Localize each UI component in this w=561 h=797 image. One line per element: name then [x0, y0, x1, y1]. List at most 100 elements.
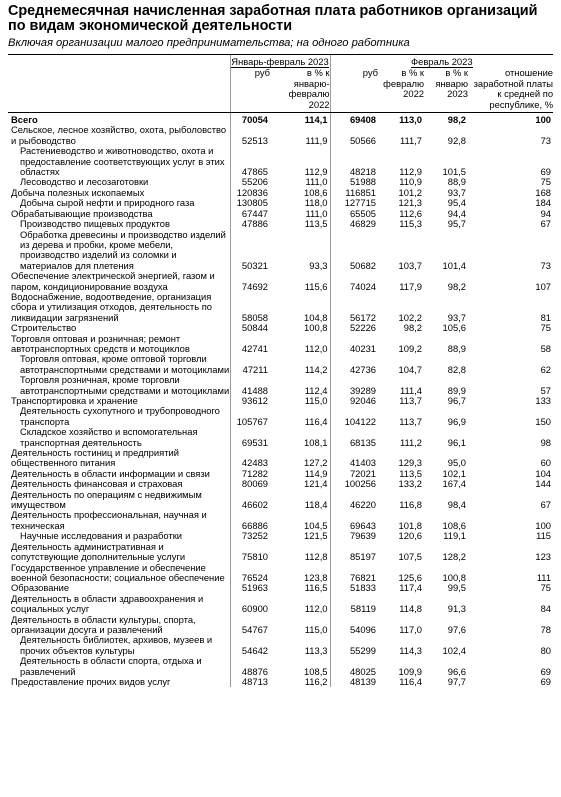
header-col-pct-jan-feb: в % к январю-февралю 2022 [270, 68, 331, 114]
row-value-ratio: 57 [540, 384, 552, 396]
row-value-ratio: 104 [535, 467, 552, 479]
table-row: Обеспечение электрической энергией, газо… [8, 270, 553, 292]
row-value-rub-1: 73252 [229, 530, 270, 542]
row-value-pct-jan: 93,7 [447, 186, 467, 198]
row-value-pct-jan-feb: 121,5 [304, 530, 328, 542]
row-value-rub-1: 60900 [229, 593, 270, 615]
row-value-rub-2: 69643 [329, 510, 379, 532]
row-value-pct-jan: 101,5 [442, 166, 467, 178]
table-row: Торговля розничная, кроме торговли автот… [8, 375, 553, 396]
row-value-pct-jan: 102,1 [442, 467, 467, 479]
table-row: Образование 51963 116,5 51833 117,4 99,5 75 [8, 582, 553, 594]
header-blank-2 [8, 68, 230, 114]
table-row: Растениеводство и животноводство, охота … [8, 146, 553, 178]
row-value-pct-feb: 129,3 [398, 457, 423, 469]
table-row: Складское хозяйство и вспомогательная тр… [8, 427, 553, 449]
row-value-pct-feb: 109,2 [398, 342, 423, 354]
row-value-rub-2: 48025 [329, 656, 379, 677]
row-value-rub-2: 56172 [329, 291, 379, 324]
row-value-pct-jan-feb: 100,8 [304, 322, 328, 334]
row-value-pct-feb: 116,8 [399, 499, 423, 511]
row-value-rub-1: 48876 [229, 656, 270, 677]
row-value-ratio: 98 [540, 436, 552, 448]
row-value-rub-1: 47865 [229, 146, 270, 178]
header-period-1-label: Январь-февраль 2023 [231, 56, 329, 68]
header-col-pct-feb: в % к февралю 2022 [378, 68, 425, 114]
row-value-pct-jan: 101,4 [442, 259, 467, 271]
row-value-pct-jan-feb: 116,4 [304, 415, 328, 427]
row-value-ratio: 73 [540, 134, 552, 146]
row-value-pct-jan: 93,7 [447, 311, 467, 323]
row-activity-name: Государственное управление и обеспечение… [11, 561, 225, 583]
row-value-ratio: 75 [540, 322, 552, 334]
row-value-pct-feb: 104,7 [398, 363, 423, 375]
row-value-pct-feb: 112,6 [399, 207, 423, 219]
row-value-pct-jan-feb: 123,8 [304, 571, 328, 583]
row-value-rub-1: 120836 [229, 187, 270, 199]
table-row: Лесоводство и лесозаготовки 55206 111,0 519… [8, 177, 553, 188]
header-blank [8, 54, 230, 69]
row-value-pct-jan: 96,6 [447, 665, 467, 677]
row-value-pct-jan: 99,5 [447, 582, 467, 594]
row-activity-name: Строительство [11, 322, 77, 334]
row-value-rub-1: 69531 [229, 427, 270, 449]
header-period-2: Февраль 2023 [329, 54, 554, 69]
row-value-rub-2: 65505 [329, 208, 379, 220]
row-value-pct-jan-feb: 113,3 [304, 644, 328, 656]
row-activity-name: Деятельность сухопутного и трубопроводно… [20, 405, 220, 427]
row-value-rub-2: 50682 [329, 229, 379, 272]
row-activity-name: Добыча полезных ископаемых [11, 186, 145, 198]
row-value-pct-jan-feb: 108,1 [304, 436, 328, 448]
row-value-pct-jan: 92,8 [447, 134, 467, 146]
row-value-ratio: 115 [536, 530, 552, 542]
row-value-ratio: 78 [540, 623, 552, 635]
row-value-rub-1: 55206 [229, 177, 270, 188]
row-value-pct-feb: 101,2 [398, 186, 423, 198]
row-value-rub-1: 51963 [229, 582, 270, 594]
row-value-pct-feb: 107,5 [398, 551, 423, 563]
row-activity-name: Добыча сырой нефти и природного газа [20, 197, 195, 209]
row-value-rub-2: 39289 [329, 375, 379, 396]
row-activity-name: Деятельность библиотек, архивов, музеев … [20, 634, 213, 656]
row-value-pct-jan-feb: 121,4 [304, 478, 328, 490]
row-activity-name: Производство пищевых продуктов [20, 218, 170, 230]
row-value-rub-1: 66886 [229, 510, 270, 532]
row-activity-name: Обеспечение электрической энергией, газо… [11, 270, 215, 292]
row-value-rub-2: 46829 [329, 218, 379, 230]
row-value-pct-jan: 96,9 [447, 415, 467, 427]
row-value-pct-jan-feb: 115,0 [304, 623, 328, 635]
row-value-pct-jan: 119,1 [443, 530, 467, 542]
row-value-rub-1: 46602 [229, 489, 270, 511]
row-value-pct-feb: 117,0 [399, 623, 423, 635]
row-activity-name: Водоснабжение, водоотведение, организаци… [11, 290, 212, 323]
row-value-pct-feb: 113,7 [399, 415, 423, 427]
table-header: Январь-февраль 2023 Февраль 2023 руб в %… [8, 54, 554, 114]
row-value-rub-2: 104122 [329, 406, 379, 428]
header-col-pct-jan: в % к январю 2023 [424, 68, 469, 114]
table-row: Деятельность по операциям с недвижимым и… [8, 488, 553, 511]
row-value-pct-jan: 98,2 [447, 114, 467, 126]
table-row: Обрабатывающие производства 67447 111,0 655… [8, 207, 553, 220]
row-value-rub-2: 42736 [329, 354, 379, 376]
row-activity-name: Деятельность гостиниц и предприятий обще… [11, 447, 179, 469]
table-row: Обработка древесины и производство издел… [8, 229, 553, 272]
row-activity-name: Деятельность по операциям с недвижимым и… [11, 488, 202, 511]
row-value-rub-1: 42483 [229, 448, 270, 469]
row-activity-name: Деятельность административная и сопутств… [11, 540, 186, 563]
table-row-total: Всего 70054 114,1 69408 113,0 98,2 100 [8, 112, 553, 126]
row-value-pct-jan: 82,8 [447, 363, 467, 375]
row-value-rub-2: 69408 [329, 112, 379, 126]
row-value-pct-feb: 125,6 [398, 571, 423, 583]
row-value-rub-1: 80069 [229, 478, 270, 490]
row-value-ratio: 69 [540, 665, 552, 677]
row-activity-name: Деятельность профессиональная, научная и… [11, 509, 207, 531]
row-value-pct-jan-feb: 115,6 [304, 280, 328, 292]
row-value-rub-2: 54096 [329, 614, 379, 636]
row-value-pct-feb: 113,0 [399, 114, 423, 126]
row-value-pct-feb: 109,9 [398, 665, 423, 677]
row-value-rub-1: 71282 [229, 468, 270, 480]
row-value-pct-jan-feb: 115,0 [304, 395, 328, 406]
page-title: Среднемесячная начисленная заработная пл… [8, 3, 538, 34]
table-row: Деятельность административная и сопутств… [8, 540, 553, 563]
table-row: Производство пищевых продуктов 47886 113,5… [8, 218, 553, 230]
